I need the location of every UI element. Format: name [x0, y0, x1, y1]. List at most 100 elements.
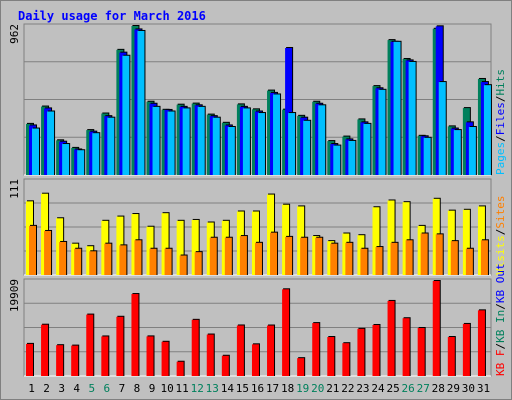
x-tick-label: 11 — [176, 382, 189, 395]
bar-kb-f — [206, 334, 214, 376]
x-tick-label: 14 — [221, 382, 235, 395]
x-tick-label: 12 — [191, 382, 204, 395]
series-label-part: Visits — [494, 235, 507, 275]
series-label-part: / — [494, 303, 507, 310]
bar-sites — [435, 234, 443, 275]
bar-sites — [285, 236, 293, 275]
bar-kb-f — [402, 318, 410, 376]
bar-kb-f — [71, 345, 79, 376]
bar-sites — [420, 233, 428, 275]
x-tick-label: 15 — [236, 382, 249, 395]
bar-kb-f — [236, 325, 244, 376]
x-tick-label: 23 — [356, 382, 369, 395]
series-label-part: / — [494, 343, 507, 350]
y-axis-max-label: 962 — [8, 24, 21, 44]
bar-visits — [387, 200, 395, 275]
bar-pages — [257, 113, 265, 175]
bar-sites — [330, 243, 338, 275]
x-tick-label: 7 — [119, 382, 126, 395]
bar-sites — [59, 241, 67, 275]
x-tick-label: 8 — [134, 382, 141, 395]
bar-sites — [390, 242, 398, 275]
x-tick-label: 16 — [251, 382, 264, 395]
bar-kb-f — [417, 327, 425, 376]
bar-kb-f — [447, 337, 455, 376]
bar-sites — [270, 232, 278, 275]
bar-pages — [137, 30, 145, 175]
bar-pages — [438, 82, 446, 175]
bar-kb-f — [387, 300, 395, 376]
bar-sites — [254, 242, 262, 275]
bar-sites — [74, 248, 82, 275]
series-label-part: KB Out — [494, 263, 507, 303]
x-tick-label: 5 — [88, 382, 95, 395]
series-label-part: / — [494, 135, 507, 142]
bar-pages — [242, 108, 250, 175]
series-label-part: KB F — [494, 350, 507, 377]
bar-sites — [149, 248, 157, 275]
bar-kb-f — [477, 310, 485, 376]
bar-kb-f — [56, 345, 64, 376]
series-label-part: Pages — [494, 142, 507, 175]
bar-kb-f — [282, 289, 290, 376]
series-label-part: Sites — [494, 196, 507, 229]
bar-pages — [107, 117, 115, 175]
bar-pages — [152, 106, 160, 175]
bar-pages — [32, 128, 39, 175]
bar-sites — [224, 237, 232, 275]
bar-kb-f — [86, 314, 94, 376]
bar-sites — [44, 230, 52, 275]
x-tick-label: 4 — [73, 382, 80, 395]
bar-pages — [378, 89, 386, 175]
x-tick-label: 1 — [28, 382, 35, 395]
bar-kb-f — [221, 355, 229, 376]
series-label-part: / — [494, 229, 507, 236]
bar-pages — [318, 105, 326, 175]
bar-kb-f — [161, 341, 169, 376]
x-tick-label: 29 — [447, 382, 460, 395]
bar-sites — [104, 243, 112, 275]
x-tick-label: 25 — [386, 382, 399, 395]
bar-visits — [161, 213, 169, 275]
bar-pages — [363, 123, 371, 175]
x-tick-label: 30 — [462, 382, 475, 395]
bar-sites — [29, 225, 36, 275]
bar-pages — [227, 126, 235, 175]
bar-pages — [62, 144, 70, 175]
bar-pages — [182, 108, 190, 175]
y-axis-series-label: Visits/Sites — [494, 196, 507, 276]
bar-sites — [465, 248, 473, 275]
bar-pages — [423, 137, 431, 175]
bar-pages — [47, 111, 55, 175]
bar-sites — [405, 240, 413, 275]
chart-title: Daily usage for March 2016 — [18, 9, 206, 23]
x-tick-label: 31 — [477, 382, 490, 395]
bar-sites — [315, 237, 323, 275]
bar-kb-f — [26, 343, 33, 376]
x-tick-label: 3 — [58, 382, 65, 395]
bar-kb-f — [327, 337, 335, 376]
bar-pages — [393, 41, 401, 175]
bar-pages — [288, 113, 296, 175]
panel-1: 111 Visits/Sites — [8, 178, 507, 276]
bar-sites — [360, 248, 368, 275]
bar-visits — [176, 220, 184, 275]
bar-sites — [480, 240, 488, 275]
bar-files — [285, 47, 293, 176]
series-label-part: / — [494, 96, 507, 103]
bar-pages — [453, 130, 461, 175]
y-axis-max-label: 19909 — [8, 279, 21, 312]
bar-visits — [372, 207, 380, 275]
bar-sites — [239, 236, 247, 275]
bar-pages — [408, 61, 416, 175]
bar-kb-f — [312, 323, 320, 376]
x-tick-label: 17 — [266, 382, 279, 395]
bar-sites — [209, 237, 217, 275]
x-tick-label: 28 — [432, 382, 445, 395]
bar-kb-f — [176, 361, 184, 376]
y-axis-series-label: Pages/Files/Hits — [494, 69, 507, 175]
bar-visits — [402, 202, 410, 275]
bar-pages — [92, 133, 100, 175]
bar-kb-f — [462, 323, 470, 376]
